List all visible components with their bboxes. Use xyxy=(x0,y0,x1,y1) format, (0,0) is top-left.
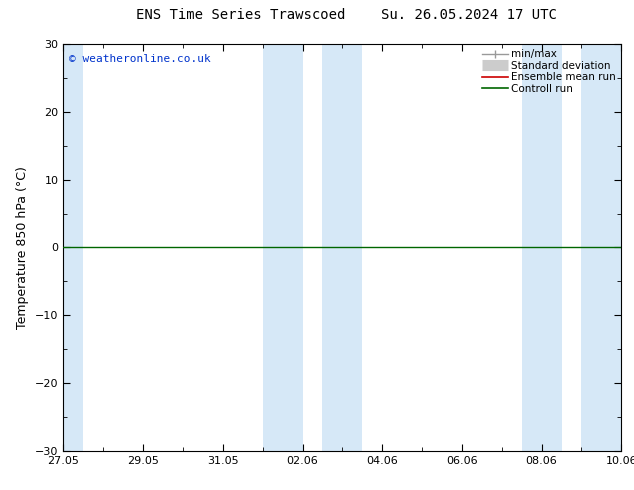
Bar xyxy=(581,44,621,451)
Text: Su. 26.05.2024 17 UTC: Su. 26.05.2024 17 UTC xyxy=(381,8,557,22)
Bar xyxy=(522,44,562,451)
Text: ENS Time Series Trawscoed: ENS Time Series Trawscoed xyxy=(136,8,346,22)
Text: © weatheronline.co.uk: © weatheronline.co.uk xyxy=(69,54,210,64)
Legend: min/max, Standard deviation, Ensemble mean run, Controll run: min/max, Standard deviation, Ensemble me… xyxy=(480,47,618,96)
Bar xyxy=(262,44,302,451)
Bar xyxy=(323,44,362,451)
Y-axis label: Temperature 850 hPa (°C): Temperature 850 hPa (°C) xyxy=(16,166,30,329)
Bar xyxy=(63,44,83,451)
